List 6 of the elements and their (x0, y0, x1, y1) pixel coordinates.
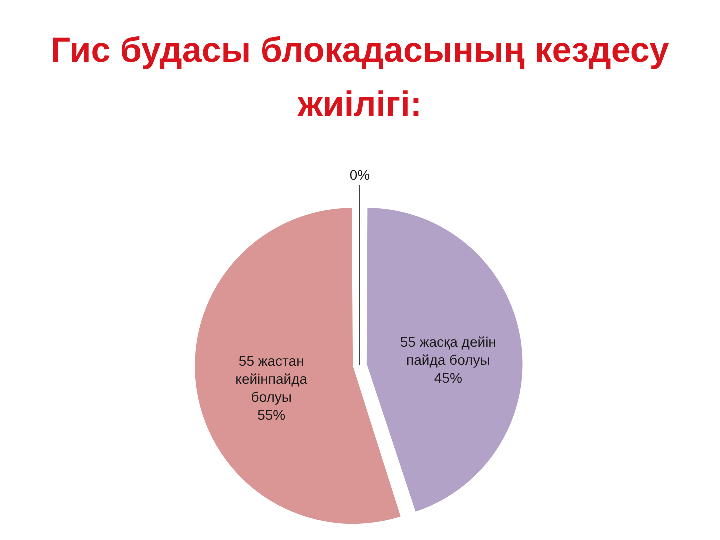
data-label: 45% (434, 370, 462, 386)
chart-title: Гис будасы блокадасының кездесу жиілігі: (50, 30, 670, 126)
text: 0% (350, 166, 370, 183)
data-label: 55% (258, 406, 286, 423)
slice-label: 55 жастан кейінпайда болуы (236, 352, 308, 405)
slice-label: 55 жасқа дейін пайда болуы (400, 334, 496, 368)
